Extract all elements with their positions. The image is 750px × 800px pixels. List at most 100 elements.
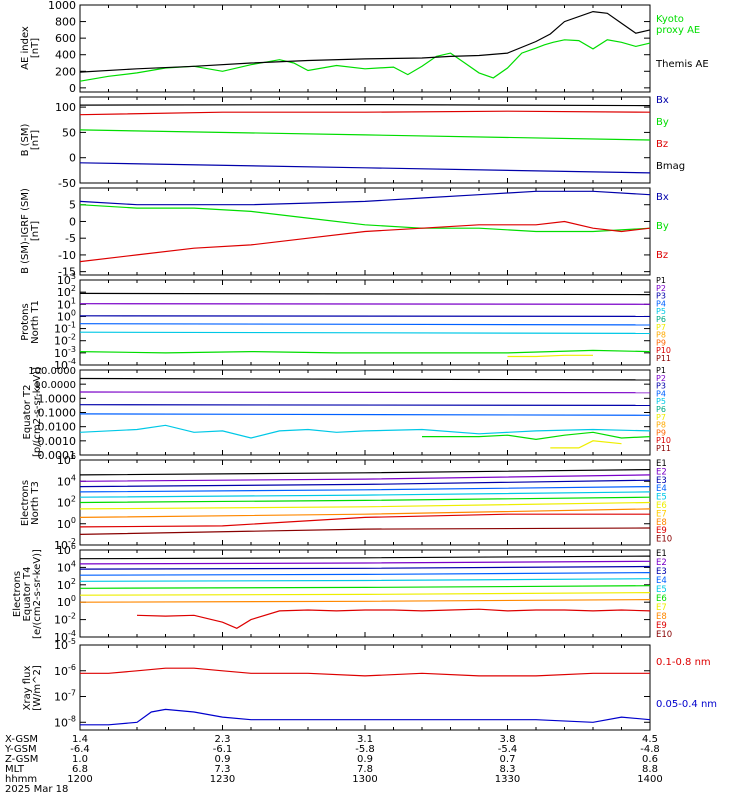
x-axis-row-label: hhmm [5, 774, 37, 785]
series-p4 [79, 413, 651, 416]
legend-item: E6 [656, 501, 667, 511]
panel-label: [e/(cm2-s-sr-keV)] [32, 549, 43, 639]
series-e10 [79, 527, 651, 535]
legend-item: By [656, 221, 669, 232]
legend-item: P8 [656, 331, 666, 340]
legend-item: E7 [656, 509, 667, 519]
series-bz [79, 110, 651, 116]
series-e9 [136, 608, 651, 629]
legend-item: Themis AE [655, 59, 709, 70]
legend-item: P8 [656, 421, 666, 430]
x-axis-value: 0.7 [500, 754, 516, 765]
series-0-1-0-8-nm [80, 667, 650, 677]
series-by [79, 129, 651, 141]
y-tick-label: -10 [58, 249, 76, 262]
panel-1: 0 200 400 600 800 1000 [48, 0, 651, 95]
y-tick-label: 10-3 [54, 345, 76, 360]
x-axis-value: 7.3 [215, 764, 231, 775]
legend-item: E8 [656, 612, 667, 622]
legend-item: Bmag [656, 161, 685, 172]
panel-label: Equator T4 [22, 567, 33, 622]
legend-item: E1 [656, 459, 667, 469]
y-tick-label: 10-6 [54, 663, 76, 678]
x-axis-value: 4.5 [642, 734, 658, 745]
series-p1 [79, 377, 651, 381]
legend-item: P1 [656, 366, 666, 375]
legend-item: P10 [656, 346, 671, 355]
y-tick-label: 0 [69, 152, 76, 165]
y-tick-label: 0.1000 [38, 407, 77, 420]
legend-item: E9 [656, 621, 667, 631]
series-e3 [79, 479, 651, 488]
x-axis-value: -6.4 [70, 744, 90, 755]
legend-item: P6 [656, 315, 666, 324]
x-axis-value: -4.8 [640, 744, 660, 755]
legend-item: E8 [656, 518, 667, 528]
series-p10 [507, 354, 593, 358]
legend-item: E2 [656, 558, 667, 568]
legend-item: E4 [656, 484, 667, 494]
series-p2 [79, 391, 651, 394]
y-tick-label: 50 [62, 126, 76, 139]
panel-label: Equator T2 [22, 385, 33, 440]
x-axis-value: 3.8 [500, 734, 516, 745]
legend-item: P7 [656, 413, 666, 422]
legend-item: Kyoto [656, 14, 684, 25]
series-e6 [79, 585, 651, 589]
date-label: 2025 Mar 18 [5, 784, 68, 795]
series-p3 [79, 404, 651, 406]
panel-label: Protons [20, 303, 31, 340]
y-tick-label: 10-2 [54, 537, 76, 552]
panel-label: North T1 [30, 300, 41, 344]
series-e8 [79, 508, 651, 518]
y-tick-label: 400 [55, 49, 76, 62]
x-axis-table: X-GSMY-GSMZ-GSMMLThhmm1.4-6.41.06.812002… [4, 734, 663, 795]
series-p8 [422, 431, 651, 441]
panel-label: B (SM) [20, 123, 31, 156]
y-tick-label: 100 [57, 308, 76, 323]
legend-item: P10 [656, 436, 671, 445]
panel-2: -50 0 50 100 [55, 96, 651, 190]
series-e5 [79, 491, 651, 498]
y-tick-label: -15 [58, 266, 76, 279]
legend-item: P5 [656, 307, 666, 316]
x-axis-value: 0.9 [357, 754, 373, 765]
legend-item: E5 [656, 585, 667, 595]
legend-item: E3 [656, 567, 667, 577]
legend-item: 0.1-0.8 nm [656, 657, 711, 668]
x-axis-row-label: X-GSM [5, 734, 38, 745]
series-e2 [79, 560, 651, 565]
y-tick-label: 103 [57, 272, 76, 287]
y-tick-label: 10.0000 [35, 380, 76, 391]
legend-item: P3 [656, 382, 666, 391]
legend-item: E1 [656, 549, 667, 559]
panel-label: B (SM)-IGRF (SM) [20, 188, 31, 274]
x-axis-value: 1330 [495, 774, 520, 785]
x-axis-value: -6.1 [213, 744, 233, 755]
y-tick-label: 1.0000 [38, 392, 77, 405]
legend-item: E6 [656, 594, 667, 604]
x-axis-value: 1.0 [72, 754, 88, 765]
x-axis-value: 8.3 [500, 764, 516, 775]
series-e1 [79, 555, 651, 560]
series-bmag [79, 103, 651, 107]
panel-7: 10-4 10-2 100 102 104 106 [54, 542, 651, 644]
legend-item: E9 [656, 526, 667, 536]
y-tick-label: 10-5 [54, 637, 76, 652]
y-tick-label: 102 [57, 284, 76, 299]
y-tick-label: 0.0001 [38, 449, 77, 462]
legend-item: P6 [656, 405, 666, 414]
y-tick-label: 0 [69, 215, 76, 228]
series-bz [79, 220, 651, 263]
legend-item: E7 [656, 603, 667, 613]
y-tick-label: 100.0000 [28, 366, 76, 377]
y-tick-label: 0 [69, 82, 76, 95]
panel-3: -15 -10 -5 0 5 [58, 187, 651, 279]
y-tick-label: 0.0010 [38, 435, 77, 448]
y-tick-label: 106 [57, 452, 76, 467]
series-e1 [79, 469, 651, 476]
legend-item: Bx [656, 192, 669, 203]
x-axis-value: 1300 [352, 774, 377, 785]
legend-item: P11 [656, 444, 671, 453]
